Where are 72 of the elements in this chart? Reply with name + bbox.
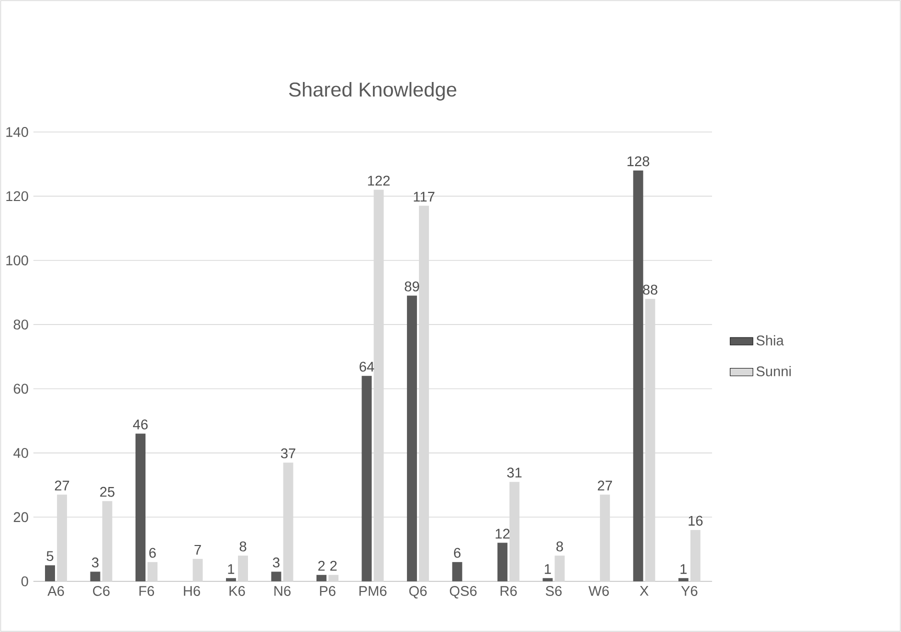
data-label: 8 [240, 541, 246, 552]
bar [135, 434, 146, 582]
y-tick-label: 80 [14, 320, 28, 330]
x-tick-label: P6 [320, 586, 336, 596]
data-label: 12 [496, 528, 510, 539]
bar [271, 572, 282, 582]
data-label: 1 [680, 564, 687, 574]
x-tick-label: PM6 [359, 586, 386, 596]
data-label: 3 [92, 558, 99, 568]
bar [633, 170, 644, 582]
bar [147, 562, 158, 582]
bar [362, 376, 372, 582]
y-tick-label: 140 [6, 127, 28, 137]
data-label: 2 [330, 560, 337, 571]
x-tick-label: H6 [184, 586, 200, 596]
data-label: 31 [507, 468, 522, 478]
data-label: 16 [688, 516, 703, 526]
x-tick-label: Q6 [409, 586, 427, 598]
data-label: 128 [628, 156, 650, 166]
data-label: 3 [272, 558, 280, 568]
bar [554, 556, 565, 582]
y-tick-label: 40 [13, 448, 28, 458]
data-label: 46 [133, 420, 148, 430]
data-label: 122 [368, 176, 390, 186]
y-tick-label: 20 [14, 512, 28, 522]
bar [45, 565, 56, 582]
y-tick-label: 100 [6, 255, 28, 266]
bar [226, 578, 236, 582]
bar [542, 578, 553, 582]
data-label: 7 [194, 544, 201, 555]
data-label: 25 [100, 486, 114, 497]
x-tick-label: W6 [588, 586, 609, 596]
bar [238, 556, 248, 582]
x-tick-label: QS6 [450, 586, 477, 598]
x-tick-label: N6 [274, 586, 291, 596]
bar [497, 542, 508, 582]
data-label: 5 [46, 551, 54, 562]
y-tick-label: 120 [6, 191, 28, 202]
x-tick-label: C6 [93, 586, 110, 596]
data-label: 6 [454, 548, 460, 558]
bar [316, 574, 326, 582]
data-label: 89 [404, 282, 420, 292]
data-label: 64 [360, 362, 374, 372]
bar [678, 578, 688, 582]
data-label: 27 [54, 480, 70, 490]
bar [690, 530, 700, 582]
data-label: 1 [228, 564, 234, 574]
data-label: 6 [149, 548, 156, 558]
legend-label: Shia [756, 335, 784, 346]
data-label: 1 [544, 564, 551, 574]
y-tick-label: 0 [21, 576, 28, 586]
chart-title: Shared Knowledge [289, 82, 456, 101]
x-tick-label: X [640, 586, 649, 596]
bar [406, 296, 417, 582]
x-tick-label: Y6 [681, 586, 698, 596]
x-tick-label: R6 [500, 586, 517, 596]
x-tick-label: S6 [546, 586, 562, 596]
x-tick-label: F6 [139, 586, 154, 596]
data-label: 2 [318, 560, 325, 571]
x-tick-label: A6 [47, 586, 64, 596]
data-label: 8 [556, 541, 563, 552]
data-label: 117 [414, 192, 434, 202]
x-tick-label: K6 [230, 586, 245, 596]
y-tick-label: 60 [14, 384, 28, 394]
data-label: 37 [280, 448, 296, 458]
legend-label: Sunni [756, 366, 791, 376]
bar [192, 558, 203, 582]
data-label: 27 [598, 480, 612, 490]
bar [90, 572, 100, 582]
bar [328, 574, 338, 582]
data-label: 88 [642, 284, 658, 295]
bar [452, 562, 462, 582]
